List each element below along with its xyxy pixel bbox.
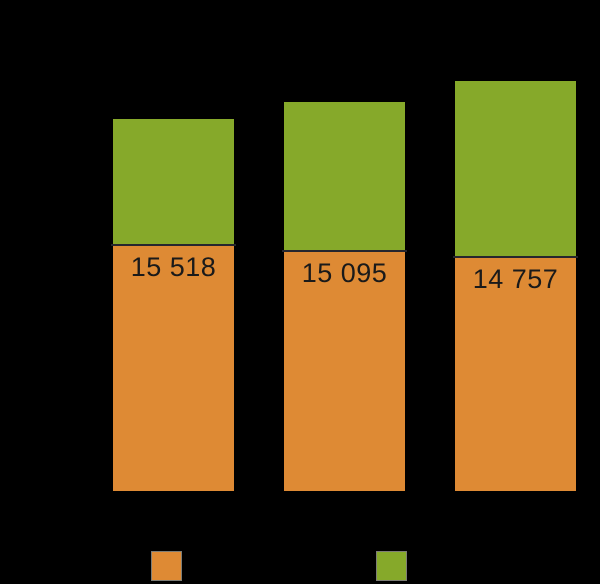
bar-1-green-segment (113, 119, 234, 244)
bar-2-value-label: 15 095 (301, 258, 388, 289)
bar-3-green-segment (455, 80, 576, 256)
bar-3-orange-segment: 14 757 (455, 257, 576, 491)
bar-1-value-label: 15 518 (130, 251, 217, 282)
bar-group-3: 14 757 (453, 80, 578, 491)
bar-group-2: 15 095 (282, 102, 407, 491)
bar-2-segment-divider (282, 250, 407, 253)
bar-2-orange-segment: 15 095 (284, 252, 405, 491)
bar-group-1: 15 518 (111, 119, 236, 491)
bar-3-value-label: 14 757 (472, 263, 559, 294)
bar-2-green-segment (284, 102, 405, 251)
bar-3-segment-divider (453, 255, 578, 258)
bar-1-orange-segment: 15 518 (113, 245, 234, 491)
bar-1-segment-divider (111, 243, 236, 246)
